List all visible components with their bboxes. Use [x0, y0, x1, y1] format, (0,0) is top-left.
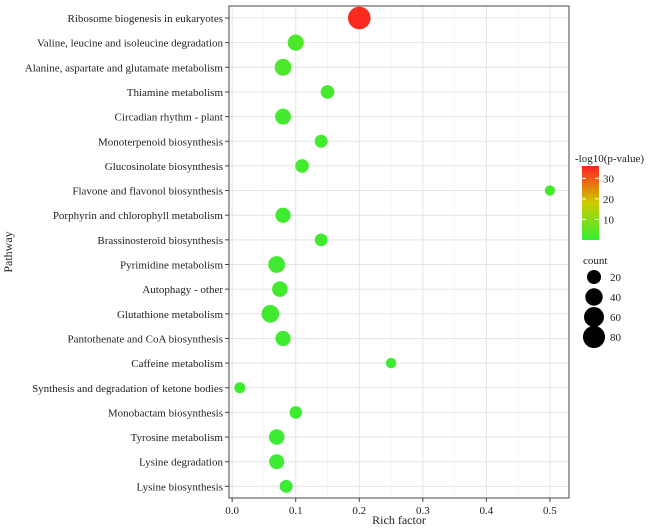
data-point — [314, 134, 328, 148]
data-point — [275, 330, 291, 347]
pathway-label: Porphyrin and chlorophyll metabolism — [53, 210, 224, 222]
size-legend-label: 60 — [610, 312, 622, 324]
size-legend-circle — [586, 269, 602, 285]
color-legend-bar — [582, 166, 599, 240]
data-point — [295, 159, 309, 173]
color-legend-tick-label: 20 — [603, 194, 615, 206]
pathway-label: Caffeine metabolism — [131, 358, 223, 370]
data-point — [347, 6, 371, 30]
data-point — [279, 479, 293, 493]
data-point — [261, 304, 280, 323]
data-point — [275, 108, 291, 125]
plot-grid — [229, 6, 569, 498]
y-axis-title: Pathway — [1, 231, 15, 272]
pathway-label: Lysine degradation — [139, 457, 224, 469]
data-point — [320, 85, 335, 99]
size-legend-label: 20 — [610, 272, 622, 284]
pathway-label: Synthesis and degradation of ketone bodi… — [32, 383, 223, 395]
pathway-label: Alanine, aspartate and glutamate metabol… — [25, 62, 224, 74]
data-point — [289, 406, 302, 419]
color-legend-tick-label: 30 — [603, 173, 615, 185]
size-legend-circle — [585, 288, 603, 306]
data-point — [314, 233, 328, 247]
pathway-label: Flavone and flavonol biosynthesis — [72, 186, 223, 198]
x-tick-label: 0.3 — [416, 505, 430, 517]
pathway-label: Brassinosteroid biosynthesis — [97, 235, 223, 247]
size-legend-label: 80 — [610, 332, 622, 344]
pathway-label: Pyrimidine metabolism — [120, 260, 223, 272]
pathway-label: Lysine biosynthesis — [137, 481, 223, 493]
x-axis-ticks: 0.0 0.1 0.2 0.3 0.4 0.5 — [225, 498, 557, 517]
data-point — [544, 185, 556, 196]
data-point — [274, 58, 292, 76]
x-tick-label: 0.1 — [289, 505, 303, 517]
data-point — [268, 256, 286, 273]
pathway-label: Thiamine metabolism — [127, 87, 224, 99]
data-point — [234, 382, 246, 394]
pathway-label: Glutathione metabolism — [117, 309, 223, 321]
color-legend: -log10(p-value) 10 20 30 — [575, 153, 644, 240]
size-legend: count 20 40 60 80 — [582, 255, 622, 349]
pathway-label: Ribosome biogenesis in eukaryotes — [67, 13, 223, 25]
color-legend-tick-label: 10 — [603, 214, 615, 226]
size-legend-circle — [584, 307, 604, 327]
x-axis-title: Rich factor — [372, 513, 426, 527]
plot-panel — [228, 5, 570, 499]
y-axis-ticks: Ribosome biogenesis in eukaryotes Valine,… — [25, 13, 229, 493]
data-point — [269, 454, 285, 470]
pathway-label: Pantothenate and CoA biosynthesis — [67, 333, 223, 345]
size-legend-title: count — [583, 255, 607, 267]
pathway-label: Monobactam biosynthesis — [108, 407, 223, 419]
pathway-label: Glucosinolate biosynthesis — [105, 161, 223, 173]
data-point — [275, 207, 291, 223]
pathway-label: Monoterpenoid biosynthesis — [98, 136, 223, 148]
pathway-label: Valine, leucine and isoleucine degradati… — [37, 38, 224, 50]
color-legend-ticks: 10 20 30 — [582, 173, 615, 226]
data-points — [234, 6, 556, 493]
data-point — [385, 357, 397, 369]
color-legend-title: -log10(p-value) — [575, 153, 644, 165]
x-tick-label: 0.5 — [543, 505, 557, 517]
x-tick-label: 0.2 — [352, 505, 366, 517]
pathway-label: Circadian rhythm - plant — [115, 112, 223, 124]
pathway-label: Autophagy - other — [142, 284, 223, 296]
pathway-label: Tyrosine metabolism — [131, 432, 224, 444]
data-point — [272, 281, 288, 297]
data-point — [287, 34, 304, 51]
size-legend-items: 20 40 60 80 — [582, 269, 622, 349]
x-tick-label: 0.0 — [225, 505, 239, 517]
size-legend-circle — [582, 325, 606, 349]
data-point — [268, 429, 285, 445]
size-legend-label: 40 — [610, 292, 622, 304]
x-tick-label: 0.4 — [480, 505, 494, 517]
